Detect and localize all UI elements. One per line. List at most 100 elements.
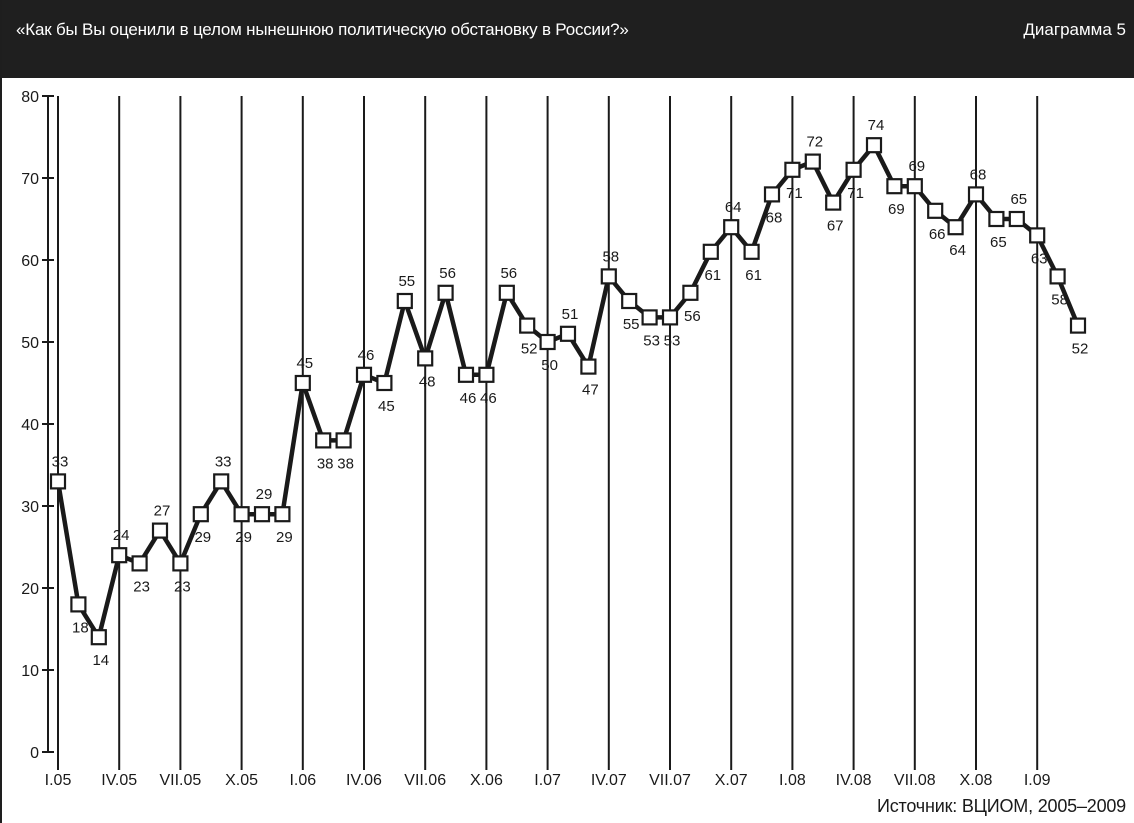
y-tick-label: 0 bbox=[30, 745, 39, 762]
data-point bbox=[702, 243, 719, 260]
data-point bbox=[519, 317, 536, 334]
data-label: 56 bbox=[500, 265, 517, 282]
data-label: 46 bbox=[460, 390, 477, 407]
data-label: 45 bbox=[296, 355, 313, 372]
data-label: 38 bbox=[337, 455, 354, 472]
data-point bbox=[355, 366, 373, 383]
data-point bbox=[988, 210, 1005, 228]
y-tick-label: 60 bbox=[21, 253, 39, 270]
data-label: 56 bbox=[439, 265, 456, 282]
data-label: 74 bbox=[868, 117, 885, 134]
data-point bbox=[927, 202, 944, 219]
x-tick-label: I.06 bbox=[289, 772, 316, 789]
x-tick-label: I.08 bbox=[779, 772, 806, 789]
data-label: 48 bbox=[419, 373, 436, 390]
data-label: 68 bbox=[970, 166, 987, 183]
data-point bbox=[804, 153, 821, 170]
x-tick-label: VII.07 bbox=[649, 772, 691, 789]
data-point bbox=[172, 555, 189, 572]
data-label: 53 bbox=[643, 332, 660, 349]
data-label: 69 bbox=[908, 158, 925, 175]
data-point bbox=[580, 358, 597, 375]
data-label: 27 bbox=[154, 503, 171, 520]
data-point bbox=[1069, 317, 1087, 334]
series-line bbox=[55, 142, 1081, 640]
data-point bbox=[294, 374, 311, 392]
vertical-gridlines bbox=[57, 96, 1039, 770]
data-label: 29 bbox=[194, 529, 211, 546]
data-point bbox=[906, 178, 923, 195]
data-point bbox=[661, 309, 679, 326]
y-tick-label: 40 bbox=[21, 417, 39, 434]
data-label: 67 bbox=[827, 218, 844, 235]
data-label: 65 bbox=[990, 234, 1007, 251]
y-tick-label: 80 bbox=[21, 89, 39, 106]
y-tick-label: 20 bbox=[21, 581, 39, 598]
data-label: 52 bbox=[1072, 341, 1089, 358]
data-point bbox=[743, 243, 760, 260]
data-label: 55 bbox=[623, 316, 640, 333]
data-point bbox=[335, 432, 352, 449]
data-label: 58 bbox=[1051, 291, 1068, 308]
data-point bbox=[967, 186, 985, 203]
data-label: 72 bbox=[806, 134, 823, 151]
data-label: 66 bbox=[929, 226, 946, 243]
data-label: 55 bbox=[398, 273, 415, 290]
data-point bbox=[641, 309, 658, 326]
data-label: 47 bbox=[582, 382, 599, 399]
y-tick-label: 70 bbox=[21, 171, 39, 188]
data-point bbox=[1049, 268, 1066, 285]
data-label: 68 bbox=[766, 209, 783, 226]
data-point bbox=[417, 350, 434, 367]
data-point bbox=[539, 333, 556, 351]
data-point bbox=[90, 629, 107, 646]
x-tick-label: I.05 bbox=[45, 772, 72, 789]
data-label: 24 bbox=[113, 527, 130, 544]
data-point bbox=[192, 506, 209, 523]
x-tick-label: IV.08 bbox=[836, 772, 872, 789]
data-label: 53 bbox=[664, 332, 681, 349]
data-point bbox=[498, 284, 515, 301]
data-label: 23 bbox=[133, 578, 150, 595]
data-point bbox=[49, 473, 67, 490]
data-label: 51 bbox=[562, 306, 579, 323]
x-tick-label: I.09 bbox=[1024, 772, 1051, 789]
data-label: 65 bbox=[1010, 191, 1027, 208]
series-line-path bbox=[55, 142, 1081, 640]
y-tick-label: 10 bbox=[21, 663, 39, 680]
data-label: 29 bbox=[276, 529, 293, 546]
data-point bbox=[274, 506, 291, 523]
data-point bbox=[478, 366, 495, 383]
data-point bbox=[213, 473, 230, 490]
diagram-number: Диаграмма 5 bbox=[1023, 20, 1126, 39]
data-point bbox=[947, 219, 964, 236]
data-point bbox=[131, 555, 148, 572]
data-label: 46 bbox=[358, 347, 375, 364]
data-point bbox=[621, 292, 638, 310]
data-label: 69 bbox=[888, 201, 905, 218]
data-label: 64 bbox=[725, 199, 742, 216]
data-point bbox=[845, 161, 862, 178]
data-point bbox=[865, 137, 883, 154]
x-tick-label: X.06 bbox=[470, 772, 503, 789]
data-point bbox=[457, 366, 475, 383]
data-label: 52 bbox=[521, 341, 538, 358]
data-label: 46 bbox=[480, 390, 497, 407]
y-axis: 0 10 20 30 40 50 60 70 80 bbox=[21, 89, 54, 762]
x-tick-label: VII.06 bbox=[404, 772, 446, 789]
x-tick-label: VII.05 bbox=[159, 772, 201, 789]
data-point bbox=[111, 547, 128, 564]
data-point bbox=[253, 506, 271, 523]
x-tick-label: X.05 bbox=[225, 772, 258, 789]
data-point bbox=[600, 268, 617, 285]
data-label: 33 bbox=[215, 453, 232, 470]
x-tick-label: IV.05 bbox=[101, 772, 137, 789]
x-tick-label: X.08 bbox=[960, 772, 993, 789]
data-point bbox=[233, 506, 250, 523]
data-label: 29 bbox=[256, 486, 273, 503]
data-label: 61 bbox=[745, 267, 762, 284]
data-point bbox=[559, 325, 577, 342]
data-point bbox=[437, 284, 454, 301]
